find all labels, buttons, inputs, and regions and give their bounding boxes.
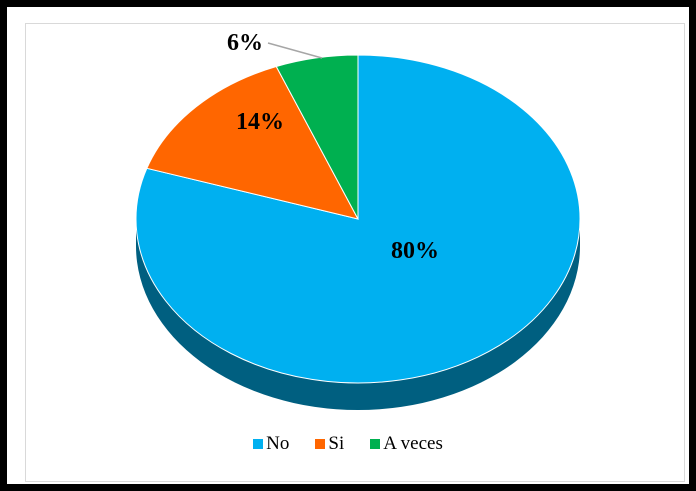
legend-label-si: Si bbox=[328, 433, 344, 455]
legend-item-si: Si bbox=[315, 433, 344, 455]
legend-swatch-a-veces bbox=[370, 439, 380, 449]
data-label-no: 80% bbox=[391, 238, 439, 264]
data-label-a-veces: 6% bbox=[227, 30, 263, 56]
leader-line-a-veces bbox=[268, 43, 322, 58]
legend-swatch-no bbox=[253, 439, 263, 449]
legend-label-no: No bbox=[266, 433, 289, 455]
legend: No Si A veces bbox=[0, 433, 696, 455]
legend-label-a-veces: A veces bbox=[383, 433, 443, 455]
pie-slices bbox=[136, 55, 580, 383]
legend-item-no: No bbox=[253, 433, 289, 455]
data-label-si: 14% bbox=[236, 109, 284, 135]
legend-item-a-veces: A veces bbox=[370, 433, 443, 455]
legend-swatch-si bbox=[315, 439, 325, 449]
